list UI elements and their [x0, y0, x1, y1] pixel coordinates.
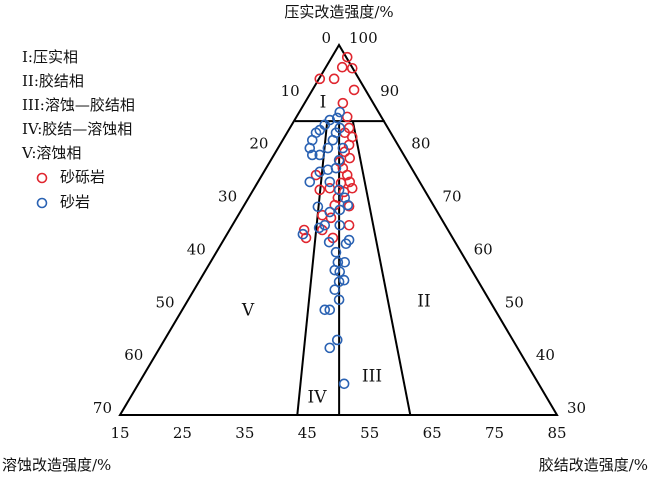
- x-tick-label: 85: [547, 424, 566, 442]
- x-tick-label: 25: [173, 424, 192, 442]
- data-point: [324, 176, 336, 188]
- data-point: [322, 142, 334, 154]
- data-point: [314, 149, 326, 161]
- right-tick-label: 40: [536, 346, 555, 364]
- region-label: IV: [308, 388, 328, 408]
- legend-label: 砂砾岩: [60, 168, 105, 186]
- data-point: [333, 276, 345, 288]
- data-point: [323, 236, 335, 248]
- right-tick-label: 30: [567, 399, 586, 417]
- left-tick-label: 60: [124, 346, 143, 364]
- region-label: V: [241, 301, 255, 321]
- x-tick-label: 45: [298, 424, 317, 442]
- legend-marker: [36, 172, 48, 184]
- data-point: [339, 256, 351, 268]
- right-tick-label: 50: [505, 293, 524, 311]
- data-point: [325, 212, 337, 224]
- region-boundary: [351, 120, 412, 416]
- right-tick-label: 80: [411, 135, 430, 153]
- data-point: [338, 378, 350, 390]
- x-tick-label: 35: [235, 424, 254, 442]
- x-tick-label: 75: [485, 424, 504, 442]
- left-tick-label: 50: [155, 293, 174, 311]
- data-point: [334, 106, 346, 118]
- left-tick-label: 10: [281, 82, 300, 100]
- data-point: [341, 169, 353, 181]
- chart-title: 压实改造强度/%: [284, 3, 393, 21]
- data-point: [329, 264, 341, 276]
- data-point: [331, 112, 343, 124]
- data-point: [314, 73, 326, 85]
- right-axis-label: 胶结改造强度/%: [539, 456, 648, 474]
- data-point: [334, 204, 346, 216]
- data-point: [343, 219, 355, 231]
- region-boundary: [296, 121, 329, 416]
- data-point: [336, 61, 348, 73]
- data-point: [304, 142, 316, 154]
- data-point: [338, 274, 350, 286]
- legend-marker: [36, 197, 48, 209]
- data-point: [335, 177, 347, 189]
- data-point: [344, 152, 356, 164]
- x-tick-label: 15: [110, 424, 129, 442]
- data-point: [314, 184, 326, 196]
- region-label: II: [417, 292, 430, 312]
- data-point: [329, 284, 341, 296]
- data-point: [334, 219, 346, 231]
- data-point: [337, 97, 349, 109]
- data-point: [324, 206, 336, 218]
- left-tick-label: 40: [187, 240, 206, 258]
- data-point: [324, 342, 336, 354]
- legend-note: II:胶结相: [22, 72, 84, 90]
- x-tick-label: 55: [360, 424, 379, 442]
- left-tick-label: 20: [249, 135, 268, 153]
- data-point: [304, 176, 316, 188]
- right-tick-label: 60: [474, 240, 493, 258]
- legend-note: IV:胶结—溶蚀相: [22, 120, 132, 138]
- data-point: [319, 219, 331, 231]
- data-point: [328, 73, 340, 85]
- data-point: [342, 199, 354, 211]
- data-point: [333, 184, 345, 196]
- data-point: [314, 166, 326, 178]
- data-point: [341, 111, 353, 123]
- data-point: [319, 304, 331, 316]
- region-label: III: [362, 367, 382, 387]
- data-point: [341, 51, 353, 63]
- right-tick-label: 100: [349, 29, 378, 47]
- data-point: [348, 84, 360, 96]
- data-point: [334, 266, 346, 278]
- left-tick-label: 0: [321, 29, 331, 47]
- left-axis-label: 溶蚀改造强度/%: [2, 456, 111, 474]
- data-point: [337, 142, 349, 154]
- data-point: [330, 246, 342, 258]
- legend-label: 砂岩: [60, 193, 90, 211]
- data-point: [324, 304, 336, 316]
- data-point: [306, 149, 318, 161]
- legend-note: I:压实相: [22, 48, 78, 66]
- data-point: [343, 200, 355, 212]
- data-point: [338, 186, 350, 198]
- legend-note: V:溶蚀相: [21, 144, 81, 162]
- left-tick-label: 70: [93, 399, 112, 417]
- data-point: [331, 334, 343, 346]
- left-tick-label: 30: [218, 188, 237, 206]
- data-point: [343, 234, 355, 246]
- right-tick-label: 90: [380, 82, 399, 100]
- data-point: [334, 122, 346, 134]
- right-tick-label: 70: [442, 188, 461, 206]
- data-point: [297, 228, 309, 240]
- region-label: I: [320, 93, 327, 113]
- data-point: [333, 294, 345, 306]
- legend-note: III:溶蚀—胶结相: [22, 96, 135, 114]
- data-point: [346, 62, 358, 74]
- x-tick-label: 65: [423, 424, 442, 442]
- data-point: [313, 222, 325, 234]
- data-point: [312, 201, 324, 213]
